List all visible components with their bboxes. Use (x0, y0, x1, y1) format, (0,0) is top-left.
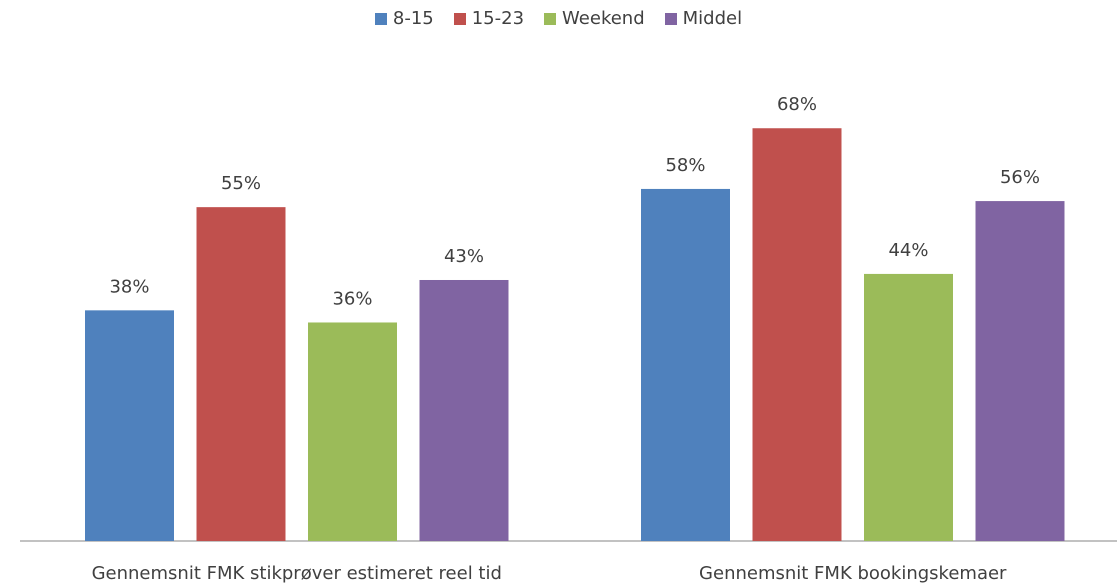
legend-item-weekend: Weekend (544, 8, 645, 29)
legend-swatch-weekend (544, 12, 557, 25)
legend-label-15-23: 15-23 (471, 8, 525, 29)
data-label-middel-cat1: 43% (444, 246, 484, 267)
data-label-middel-cat2: 56% (1000, 167, 1040, 188)
legend-swatch-15-23 (453, 12, 466, 25)
data-label-weekend-cat2: 44% (888, 240, 928, 261)
bar-weekend-cat1 (308, 322, 397, 541)
bar-middel-cat2 (975, 201, 1065, 541)
legend-item-8-15: 8-15 (374, 8, 434, 29)
data-label-15-23-cat1: 55% (221, 173, 261, 194)
legend-label-middel: Middel (682, 8, 743, 29)
data-label-8-15-cat2: 58% (665, 155, 705, 176)
legend-label-8-15: 8-15 (392, 8, 434, 29)
legend-item-middel: Middel (664, 8, 743, 29)
category-label-2: Gennemsnit FMK bookingskemaer (699, 563, 1007, 584)
bar-middel-cat1 (419, 279, 509, 541)
legend-label-weekend: Weekend (562, 8, 645, 29)
bar-15-23-cat2 (752, 128, 842, 542)
bar-weekend-cat2 (864, 273, 953, 541)
category-label-1: Gennemsnit FMK stikprøver estimeret reel… (92, 563, 502, 584)
data-label-weekend-cat1: 36% (332, 288, 372, 309)
bar-15-23-cat1 (196, 207, 286, 541)
legend-item-15-23: 15-23 (453, 8, 525, 29)
bar-8-15-cat1 (85, 310, 174, 541)
bar-8-15-cat2 (641, 188, 730, 541)
data-label-8-15-cat1: 38% (109, 276, 149, 297)
chart-legend: 8-15 15-23 Weekend Middel (0, 8, 1117, 29)
data-label-15-23-cat2: 68% (777, 94, 817, 115)
legend-swatch-middel (664, 12, 677, 25)
legend-swatch-8-15 (374, 12, 387, 25)
